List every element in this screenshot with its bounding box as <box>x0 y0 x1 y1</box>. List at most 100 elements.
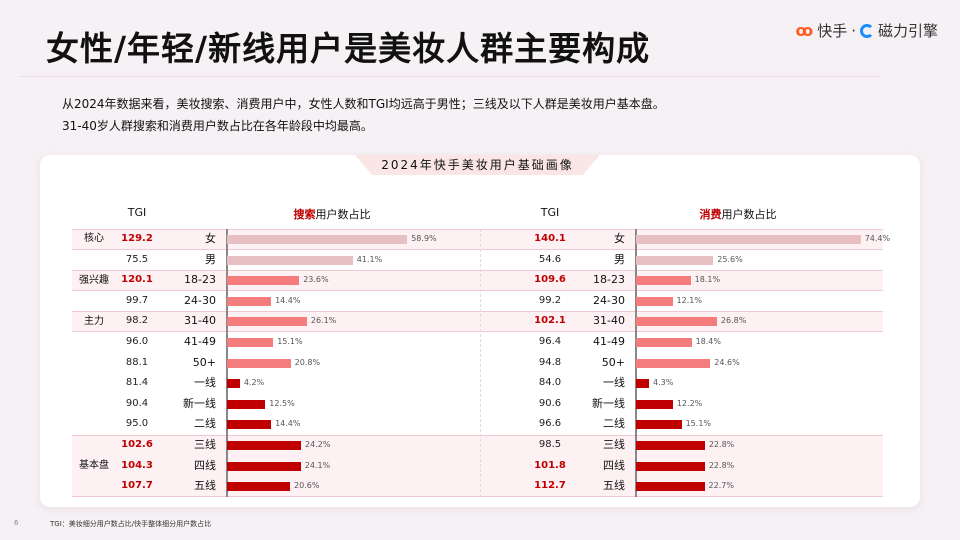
bar <box>636 358 711 368</box>
bar <box>227 235 408 244</box>
tgi-value: 88.1 <box>125 356 149 368</box>
bar <box>227 441 302 450</box>
group-band <box>72 435 883 497</box>
category-label: 五线 <box>603 479 625 493</box>
title-divider <box>20 76 880 77</box>
category-label: 四线 <box>603 458 625 472</box>
footnote: TGI：美妆细分用户数占比/快手整体细分用户数占比 <box>50 520 212 528</box>
tgi-value: 120.1 <box>121 274 153 286</box>
bar-value-label: 24.6% <box>714 357 740 367</box>
description-line: 31-40岁人群搜索和消费用户数占比在各年龄段中均最高。 <box>62 119 373 133</box>
bar <box>227 276 300 286</box>
kuaishou-icon: ꝏ <box>795 21 814 40</box>
category-label: 18-23 <box>184 273 216 287</box>
panel-title-rest: 用户数占比 <box>721 208 777 221</box>
tgi-value: 90.6 <box>538 397 562 409</box>
group-label: 主力 <box>84 315 104 327</box>
category-label: 男 <box>205 252 216 266</box>
panel-title-highlight: 消费 <box>699 208 722 221</box>
bar <box>227 255 353 265</box>
category-label: 四线 <box>194 458 216 472</box>
bar-value-label: 24.2% <box>305 440 331 449</box>
category-label: 31-40 <box>184 314 216 328</box>
bar-value-label: 41.1% <box>356 254 383 264</box>
bar <box>636 461 705 471</box>
logo-kuaishou: 快手 <box>817 22 848 40</box>
category-label: 女 <box>614 232 625 245</box>
tgi-value: 107.7 <box>121 480 153 492</box>
tgi-value: 104.3 <box>121 459 153 471</box>
bar <box>636 338 692 347</box>
bar <box>636 276 691 286</box>
bar-value-label: 15.1% <box>277 337 303 346</box>
group-band <box>72 270 883 291</box>
bar-value-label: 22.7% <box>708 481 734 491</box>
bar-value-label: 24.1% <box>304 460 331 470</box>
bar-value-label: 15.1% <box>685 419 712 429</box>
bar-value-label: 22.8% <box>708 440 735 449</box>
tgi-value: 99.7 <box>125 294 149 306</box>
bar <box>636 235 861 244</box>
tgi-value: 95.0 <box>125 418 149 430</box>
category-label: 三线 <box>603 438 625 451</box>
panel-divider <box>480 229 481 497</box>
group-band <box>72 229 883 250</box>
tgi-value: 96.0 <box>125 336 149 347</box>
category-label: 二线 <box>603 417 625 431</box>
bar <box>636 255 714 265</box>
tgi-header: TGI <box>540 206 560 219</box>
group-label: 强兴趣 <box>79 274 109 286</box>
category-label: 18-23 <box>593 273 625 287</box>
tgi-value: 112.7 <box>534 480 566 492</box>
group-label: 基本盘 <box>79 459 109 471</box>
category-label: 24-30 <box>184 293 216 307</box>
group-band <box>72 311 883 332</box>
bar-value-label: 20.6% <box>294 481 320 491</box>
bar-value-label: 58.9% <box>411 234 437 243</box>
tgi-value: 102.6 <box>121 439 153 450</box>
bar-value-label: 74.4% <box>864 234 891 243</box>
tgi-header: TGI <box>127 206 147 219</box>
bar-value-label: 25.6% <box>717 254 743 264</box>
bar-value-label: 14.4% <box>275 419 301 429</box>
bar <box>636 441 705 450</box>
card-title: 2024年快手美妆用户基础画像 <box>355 155 600 175</box>
bar-value-label: 12.1% <box>676 295 702 305</box>
bar-value-label: 22.8% <box>708 460 735 470</box>
page-number: 6 <box>14 519 19 527</box>
bar <box>227 296 272 306</box>
tgi-value: 54.6 <box>538 253 562 265</box>
category-label: 一线 <box>603 376 625 390</box>
category-label: 二线 <box>194 417 216 431</box>
category-label: 女 <box>205 232 216 245</box>
description: 从2024年数据来看，美妆搜索、消费用户中，女性人数和TGI均远高于男性；三线及… <box>62 93 665 137</box>
category-label: 41-49 <box>593 335 625 348</box>
category-label: 五线 <box>194 479 216 493</box>
tgi-value: 98.2 <box>125 315 149 327</box>
panel-title: 消费用户数占比 <box>700 206 777 222</box>
logo-dot: · <box>851 21 856 40</box>
bar-value-label: 20.8% <box>294 357 321 367</box>
category-label: 新一线 <box>592 396 625 410</box>
bar <box>227 379 240 389</box>
page-title: 女性/年轻/新线用户是美妆人群主要构成 <box>46 29 651 68</box>
panel-title: 搜索用户数占比 <box>294 206 371 222</box>
cili-icon <box>859 23 874 38</box>
bar <box>227 338 274 347</box>
bar <box>227 420 272 430</box>
bar-value-label: 18.4% <box>695 337 721 346</box>
bar-value-label: 4.3% <box>652 378 674 388</box>
bar-value-label: 12.5% <box>269 398 295 408</box>
bar-value-label: 14.4% <box>275 295 301 305</box>
bar <box>227 317 307 327</box>
tgi-value: 99.2 <box>538 294 562 306</box>
bar-value-label: 12.2% <box>676 398 703 408</box>
bar <box>636 399 673 409</box>
group-label: 核心 <box>84 233 104 245</box>
bar-value-label: 18.1% <box>694 275 721 285</box>
tgi-value: 140.1 <box>534 233 566 244</box>
bar <box>636 296 673 306</box>
tgi-value: 96.6 <box>538 418 562 430</box>
tgi-value: 84.0 <box>538 377 562 389</box>
panel-title-rest: 用户数占比 <box>315 208 371 221</box>
